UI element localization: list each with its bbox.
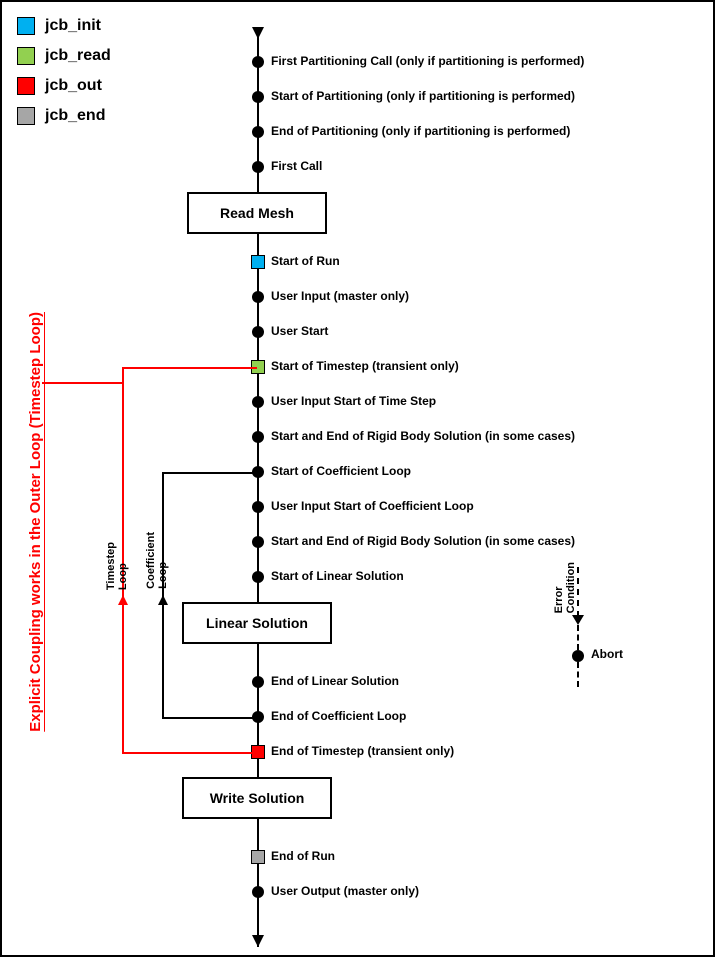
ts-loop-label: Timestep Loop — [105, 542, 129, 590]
legend: jcb_init jcb_read jcb_out jcb_end — [17, 17, 111, 137]
dot-marker — [252, 431, 264, 443]
node-label: User Input Start of Coefficient Loop — [271, 499, 474, 513]
coef-loop-top — [162, 472, 257, 474]
legend-label: jcb_read — [45, 47, 111, 65]
node-label: Start of Partitioning (only if partition… — [271, 89, 575, 103]
node-label: End of Coefficient Loop — [271, 709, 406, 723]
node-label: End of Partitioning (only if partitionin… — [271, 124, 570, 138]
error-arrow — [572, 615, 584, 625]
square-marker — [251, 850, 265, 864]
node-label: End of Run — [271, 849, 335, 863]
dot-marker — [252, 501, 264, 513]
dot-marker — [252, 676, 264, 688]
linear-solution-box: Linear Solution — [182, 602, 332, 644]
square-marker — [251, 255, 265, 269]
error-dash-bottom — [577, 662, 579, 687]
error-label: Error Condition — [553, 562, 577, 613]
coef-loop-bottom — [162, 717, 257, 719]
node-label: Start and End of Rigid Body Solution (in… — [271, 429, 575, 443]
dot-marker — [252, 56, 264, 68]
node-label: User Output (master only) — [271, 884, 419, 898]
node-label: Start of Linear Solution — [271, 569, 404, 583]
dot-marker — [252, 161, 264, 173]
legend-swatch-out — [17, 77, 35, 95]
coupling-label: Explicit Coupling works in the Outer Loo… — [27, 312, 44, 732]
dot-marker — [252, 536, 264, 548]
box-label: Write Solution — [210, 790, 305, 806]
ts-loop-top — [122, 367, 257, 369]
legend-label: jcb_out — [45, 77, 102, 95]
legend-item: jcb_end — [17, 107, 111, 125]
dot-marker — [252, 326, 264, 338]
node-label: First Partitioning Call (only if partiti… — [271, 54, 584, 68]
ts-loop-arrow — [118, 595, 128, 605]
node-label: End of Linear Solution — [271, 674, 399, 688]
error-dash-top — [577, 567, 579, 617]
coupling-connector — [42, 382, 124, 384]
legend-swatch-init — [17, 17, 35, 35]
node-label: Start of Run — [271, 254, 340, 268]
dot-marker — [252, 291, 264, 303]
error-dash-mid — [577, 625, 579, 650]
coef-loop-arrow — [158, 595, 168, 605]
dot-marker — [252, 126, 264, 138]
dot-marker — [252, 571, 264, 583]
box-label: Read Mesh — [220, 205, 294, 221]
legend-item: jcb_init — [17, 17, 111, 35]
node-label: First Call — [271, 159, 322, 173]
node-label: User Start — [271, 324, 328, 338]
node-label: User Input (master only) — [271, 289, 409, 303]
node-label: End of Timestep (transient only) — [271, 744, 454, 758]
dot-marker — [252, 396, 264, 408]
node-label: Start of Timestep (transient only) — [271, 359, 459, 373]
node-label: User Input Start of Time Step — [271, 394, 436, 408]
abort-label: Abort — [591, 647, 623, 661]
write-solution-box: Write Solution — [182, 777, 332, 819]
legend-swatch-read — [17, 47, 35, 65]
arrow-top — [252, 27, 264, 39]
legend-swatch-end — [17, 107, 35, 125]
arrow-bottom — [252, 935, 264, 947]
box-label: Linear Solution — [206, 615, 308, 631]
node-label: Start of Coefficient Loop — [271, 464, 411, 478]
coef-loop-label: Coefficient Loop — [145, 532, 169, 589]
ts-loop-bottom — [122, 752, 257, 754]
dot-marker — [252, 91, 264, 103]
legend-label: jcb_end — [45, 107, 105, 125]
dot-marker — [252, 886, 264, 898]
read-mesh-box: Read Mesh — [187, 192, 327, 234]
abort-dot — [572, 650, 584, 662]
legend-item: jcb_out — [17, 77, 111, 95]
legend-label: jcb_init — [45, 17, 101, 35]
node-label: Start and End of Rigid Body Solution (in… — [271, 534, 575, 548]
legend-item: jcb_read — [17, 47, 111, 65]
